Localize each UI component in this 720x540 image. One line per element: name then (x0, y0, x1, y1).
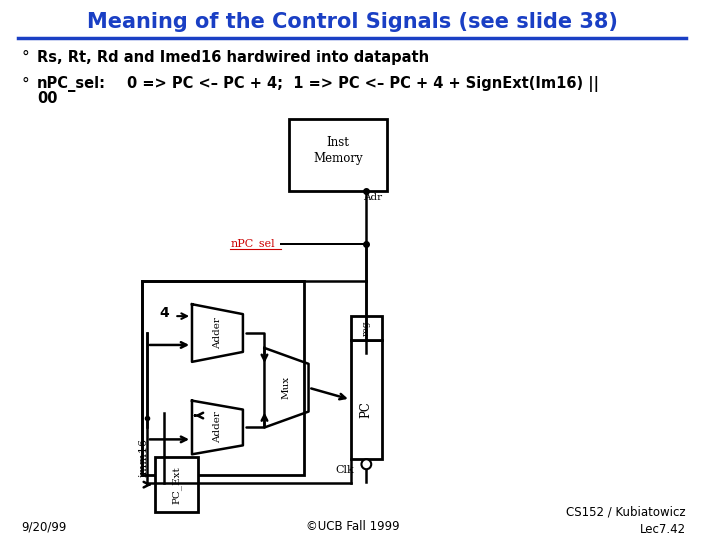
Text: Rs, Rt, Rd and Imed16 hardwired into datapath: Rs, Rt, Rd and Imed16 hardwired into dat… (37, 50, 429, 65)
Text: Mux: Mux (282, 376, 291, 399)
Text: PC_Ext: PC_Ext (171, 466, 181, 503)
Text: °: ° (22, 77, 30, 92)
Text: Adder: Adder (213, 317, 222, 349)
Bar (289, 119, 387, 191)
Text: 00: 00 (37, 91, 58, 106)
Text: 9/20/99: 9/20/99 (22, 521, 67, 534)
Text: °: ° (22, 50, 30, 65)
Bar (351, 316, 382, 340)
Text: Adr: Adr (363, 193, 382, 202)
Text: Meaning of the Control Signals (see slide 38): Meaning of the Control Signals (see slid… (87, 12, 618, 32)
Text: Clk: Clk (336, 465, 354, 475)
Bar (155, 457, 198, 512)
Text: Adder: Adder (213, 411, 222, 443)
Text: ©UCB Fall 1999: ©UCB Fall 1999 (306, 521, 400, 534)
Bar (142, 281, 304, 475)
Text: PC: PC (360, 401, 373, 418)
Text: nPC_sel: nPC_sel (230, 238, 275, 249)
Text: CS152 / Kubiatowicz
Lec7.42: CS152 / Kubiatowicz Lec7.42 (566, 505, 685, 536)
Text: imm16: imm16 (139, 438, 149, 477)
Text: Inst
Memory: Inst Memory (313, 136, 363, 165)
Bar (351, 340, 382, 460)
Text: nPC_sel:: nPC_sel: (37, 77, 107, 92)
Circle shape (361, 460, 372, 469)
Text: 4: 4 (160, 306, 169, 320)
Text: 0 => PC <– PC + 4;  1 => PC <– PC + 4 + SignExt(Im16) ||: 0 => PC <– PC + 4; 1 => PC <– PC + 4 + S… (127, 77, 599, 92)
Text: reg: reg (362, 320, 371, 336)
